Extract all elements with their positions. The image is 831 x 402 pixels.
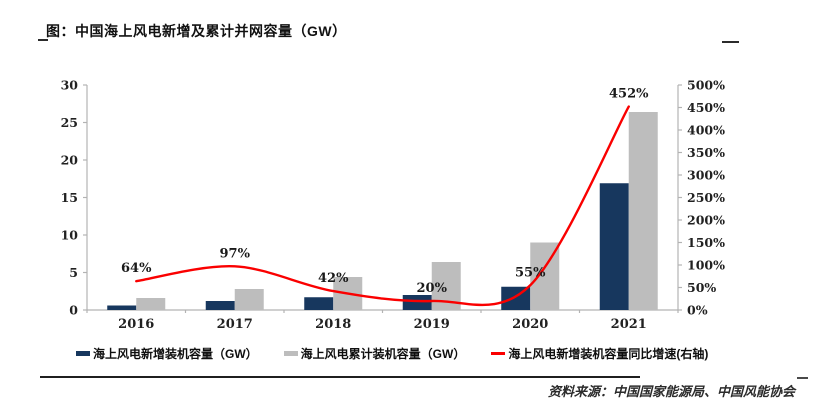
legend-label: 海上风电新增装机容量同比增速(右轴)	[508, 347, 709, 361]
point-label-2016: 64%	[121, 261, 152, 276]
right-axis-tick-label: 150%	[687, 235, 725, 250]
point-label-2017: 97%	[220, 246, 251, 261]
growth-line	[135, 105, 630, 307]
legend-item-cumulative-capacity: 海上风电累计装机容量（GW）	[283, 345, 466, 362]
right-axis-tick-label: 300%	[687, 168, 725, 183]
x-tick-label-2019: 2019	[414, 317, 450, 332]
legend-item-growth-rate: 海上风电新增装机容量同比增速(右轴)	[491, 345, 708, 362]
x-tick-label-2018: 2018	[315, 317, 351, 332]
page-rule-fragment-right	[722, 41, 739, 43]
left-axis-tick-label: 15	[61, 190, 78, 205]
bar-new-2019	[402, 295, 432, 310]
bar-cum-2017	[234, 289, 264, 310]
source-rule-fragment	[797, 377, 808, 379]
x-tick-label-2017: 2017	[217, 317, 253, 332]
chart-legend: 海上风电新增装机容量（GW） 海上风电累计装机容量（GW） 海上风电新增装机容量…	[76, 345, 708, 362]
left-axis-tick-label: 0	[69, 303, 78, 318]
chart-title: 图：中国海上风电新增及累计并网容量（GW）	[46, 23, 347, 39]
right-axis-tick-label: 400%	[687, 123, 725, 138]
growth-rate-line-swatch-icon	[491, 352, 506, 355]
left-axis-tick-label: 10	[61, 228, 79, 243]
left-axis-tick-label: 30	[61, 78, 79, 93]
right-axis-tick-label: 250%	[687, 190, 725, 205]
cumulative-capacity-swatch-icon	[283, 351, 298, 356]
point-label-2020: 55%	[515, 265, 546, 280]
new-capacity-swatch-icon	[76, 351, 90, 356]
legend-label: 海上风电新增装机容量（GW）	[93, 347, 258, 361]
bar-new-2021	[599, 183, 629, 310]
right-axis-tick-label: 0%	[687, 303, 708, 318]
footer-rule	[40, 376, 640, 378]
right-axis-tick-label: 500%	[687, 78, 725, 93]
x-tick-label-2020: 2020	[512, 317, 548, 332]
right-axis-tick-label: 450%	[687, 100, 725, 115]
left-axis-tick-label: 5	[69, 265, 78, 280]
right-axis-tick-label: 50%	[687, 280, 716, 295]
right-axis-tick-label: 350%	[687, 145, 725, 160]
legend-label: 海上风电累计装机容量（GW）	[300, 347, 466, 361]
legend-item-new-capacity: 海上风电新增装机容量（GW）	[76, 345, 258, 362]
left-axis-tick-label: 20	[61, 153, 79, 168]
right-axis-tick-label: 100%	[687, 258, 725, 273]
source-note: 资料来源：中国国家能源局、中国风能协会	[547, 385, 795, 400]
bar-new-2016	[107, 305, 137, 310]
left-axis-tick-label: 25	[61, 115, 78, 130]
bar-new-2017	[205, 301, 235, 310]
point-label-2019: 20%	[417, 281, 448, 296]
bar-cum-2021	[628, 112, 658, 310]
x-tick-label-2016: 2016	[118, 317, 154, 332]
x-tick-label-2021: 2021	[611, 317, 647, 332]
point-label-2021: 452%	[609, 87, 649, 102]
point-label-2018: 42%	[318, 271, 349, 286]
bar-new-2018	[304, 297, 334, 310]
right-axis-tick-label: 200%	[687, 213, 725, 228]
bar-cum-2016	[136, 298, 166, 310]
page-rule-fragment-left	[38, 39, 48, 41]
